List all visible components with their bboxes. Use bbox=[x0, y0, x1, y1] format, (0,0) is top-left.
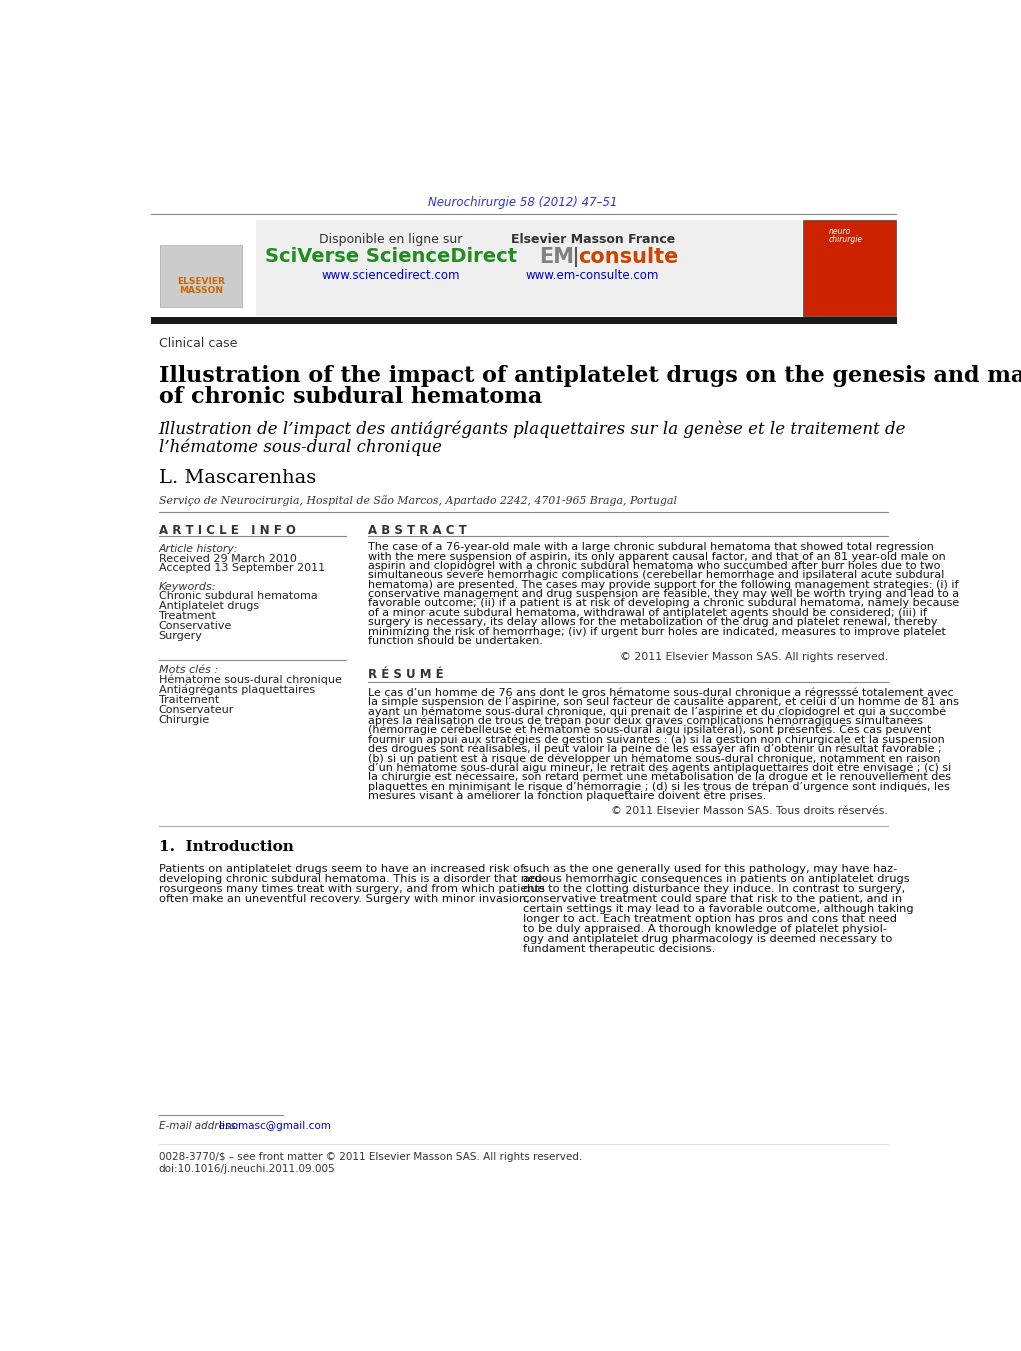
Text: Conservateur: Conservateur bbox=[158, 705, 234, 715]
Text: ardous hemorrhagic consequences in patients on antiplatelet drugs: ardous hemorrhagic consequences in patie… bbox=[523, 874, 910, 884]
Text: Le cas d’un homme de 76 ans dont le gros hématome sous-dural chronique a régress: Le cas d’un homme de 76 ans dont le gros… bbox=[368, 688, 954, 698]
Text: conservative management and drug suspension are feasible, they may well be worth: conservative management and drug suspens… bbox=[368, 589, 959, 598]
Text: Mots clés :: Mots clés : bbox=[158, 665, 217, 676]
Text: (b) si un patient est à risque de développer un hématome sous-dural chronique, n: (b) si un patient est à risque de dévelo… bbox=[368, 753, 940, 763]
Text: certain settings it may lead to a favorable outcome, although taking: certain settings it may lead to a favora… bbox=[523, 904, 914, 915]
Text: www.sciencedirect.com: www.sciencedirect.com bbox=[322, 269, 460, 282]
Text: surgery is necessary, its delay allows for the metabolization of the drug and pl: surgery is necessary, its delay allows f… bbox=[368, 617, 937, 627]
FancyBboxPatch shape bbox=[151, 220, 255, 316]
Text: d’un hématome sous-dural aigu mineur, le retrait des agents antiplaquettaires do: d’un hématome sous-dural aigu mineur, le… bbox=[368, 762, 952, 773]
Text: Chirurgie: Chirurgie bbox=[158, 715, 210, 724]
Text: Traitement: Traitement bbox=[158, 694, 218, 705]
Text: Antiágrégants plaquettaires: Antiágrégants plaquettaires bbox=[158, 684, 314, 694]
Text: such as the one generally used for this pathology, may have haz-: such as the one generally used for this … bbox=[523, 865, 897, 874]
Text: (hémorragie cérébelleuse et hématome sous-dural aigu ipsilatéral), sont présenté: (hémorragie cérébelleuse et hématome sou… bbox=[368, 725, 931, 735]
Text: of a minor acute subdural hematoma, withdrawal of antiplatelet agents should be : of a minor acute subdural hematoma, with… bbox=[368, 608, 927, 617]
Text: fournir un appui aux stratégies de gestion suivantes : (a) si la gestion non chi: fournir un appui aux stratégies de gesti… bbox=[368, 735, 944, 744]
Text: plaquettes en minimisant le risque d’hémorragie ; (d) si les trous de trépan d’u: plaquettes en minimisant le risque d’hém… bbox=[368, 781, 950, 792]
Text: E-mail address:: E-mail address: bbox=[158, 1121, 239, 1131]
Text: favorable outcome; (ii) if a patient is at risk of developing a chronic subdural: favorable outcome; (ii) if a patient is … bbox=[368, 598, 959, 608]
Text: Neurochirurgie 58 (2012) 47–51: Neurochirurgie 58 (2012) 47–51 bbox=[428, 196, 618, 208]
Text: © 2011 Elsevier Masson SAS. All rights reserved.: © 2011 Elsevier Masson SAS. All rights r… bbox=[620, 653, 888, 662]
Text: L. Mascarenhas: L. Mascarenhas bbox=[158, 469, 315, 486]
Text: la chirurgie est nécessaire, son retard permet une métabolisation de la drogue e: la chirurgie est nécessaire, son retard … bbox=[368, 771, 951, 782]
Text: EM: EM bbox=[539, 247, 574, 267]
Text: Patients on antiplatelet drugs seem to have an increased risk of: Patients on antiplatelet drugs seem to h… bbox=[158, 865, 524, 874]
Text: Serviço de Neurocirurgia, Hospital de São Marcos, Apartado 2242, 4701-965 Braga,: Serviço de Neurocirurgia, Hospital de Sã… bbox=[158, 496, 677, 507]
Text: l’hématome sous-dural chronique: l’hématome sous-dural chronique bbox=[158, 438, 442, 455]
Text: Hématome sous-dural chronique: Hématome sous-dural chronique bbox=[158, 674, 341, 685]
Text: Chronic subdural hematoma: Chronic subdural hematoma bbox=[158, 592, 318, 601]
FancyBboxPatch shape bbox=[151, 317, 897, 324]
Text: Antiplatelet drugs: Antiplatelet drugs bbox=[158, 601, 258, 612]
Text: doi:10.1016/j.neuchi.2011.09.005: doi:10.1016/j.neuchi.2011.09.005 bbox=[158, 1163, 335, 1174]
Text: Illustration of the impact of antiplatelet drugs on the genesis and management: Illustration of the impact of antiplatel… bbox=[158, 365, 1021, 388]
Text: function should be undertaken.: function should be undertaken. bbox=[368, 636, 543, 646]
Text: fundament therapeutic decisions.: fundament therapeutic decisions. bbox=[523, 944, 715, 954]
Text: Accepted 13 September 2011: Accepted 13 September 2011 bbox=[158, 563, 325, 573]
Text: Conservative: Conservative bbox=[158, 621, 232, 631]
Text: 0028-3770/$ – see front matter © 2011 Elsevier Masson SAS. All rights reserved.: 0028-3770/$ – see front matter © 2011 El… bbox=[158, 1152, 582, 1162]
Text: neuro: neuro bbox=[829, 227, 852, 236]
Text: mesures visant à améliorer la fonction plaquettaire doivent être prises.: mesures visant à améliorer la fonction p… bbox=[368, 790, 766, 801]
Text: minimizing the risk of hemorrhage; (iv) if urgent burr holes are indicated, meas: minimizing the risk of hemorrhage; (iv) … bbox=[368, 627, 945, 636]
Text: often make an uneventful recovery. Surgery with minor invasion,: often make an uneventful recovery. Surge… bbox=[158, 894, 530, 904]
Text: la simple suspension de l’aspirine, son seul facteur de causalité apparent, et c: la simple suspension de l’aspirine, son … bbox=[368, 697, 959, 708]
Text: due to the clotting disturbance they induce. In contrast to surgery,: due to the clotting disturbance they ind… bbox=[523, 884, 906, 894]
Text: 1.  Introduction: 1. Introduction bbox=[158, 840, 293, 854]
Text: MASSON: MASSON bbox=[180, 286, 224, 296]
FancyBboxPatch shape bbox=[151, 220, 801, 316]
Text: www.em-consulte.com: www.em-consulte.com bbox=[526, 269, 660, 282]
Text: A B S T R A C T: A B S T R A C T bbox=[368, 524, 467, 536]
Text: simultaneous severe hemorrhagic complications (cerebellar hemorrhage and ipsilat: simultaneous severe hemorrhagic complica… bbox=[368, 570, 944, 581]
Text: to be duly appraised. A thorough knowledge of platelet physiol-: to be duly appraised. A thorough knowled… bbox=[523, 924, 887, 934]
Text: après la réalisation de trous de trépan pour deux graves complications hémorragi: après la réalisation de trous de trépan … bbox=[368, 716, 923, 725]
Text: of chronic subdural hematoma: of chronic subdural hematoma bbox=[158, 386, 542, 408]
Text: Clinical case: Clinical case bbox=[158, 336, 237, 350]
Text: © 2011 Elsevier Masson SAS. Tous droits réservés.: © 2011 Elsevier Masson SAS. Tous droits … bbox=[612, 807, 888, 816]
Text: Illustration de l’impact des antiágrégants plaquettaires sur la genèse et le tr: Illustration de l’impact des antiágréga… bbox=[158, 420, 906, 438]
FancyBboxPatch shape bbox=[803, 220, 896, 316]
Text: Elsevier Masson France: Elsevier Masson France bbox=[510, 232, 675, 246]
Text: chirurgie: chirurgie bbox=[829, 235, 863, 243]
Text: longer to act. Each treatment option has pros and cons that need: longer to act. Each treatment option has… bbox=[523, 915, 896, 924]
Text: ogy and antiplatelet drug pharmacology is deemed necessary to: ogy and antiplatelet drug pharmacology i… bbox=[523, 934, 892, 944]
Text: SciVerse ScienceDirect: SciVerse ScienceDirect bbox=[265, 247, 518, 266]
Text: ayant un hématome sous-dural chronique, qui prenait de l’aspirine et du clopidog: ayant un hématome sous-dural chronique, … bbox=[368, 707, 946, 716]
FancyBboxPatch shape bbox=[160, 246, 242, 307]
Text: with the mere suspension of aspirin, its only apparent causal factor, and that o: with the mere suspension of aspirin, its… bbox=[368, 551, 945, 562]
Text: developing chronic subdural hematoma. This is a disorder that neu-: developing chronic subdural hematoma. Th… bbox=[158, 874, 546, 884]
Text: R É S U M É: R É S U M É bbox=[368, 669, 443, 681]
Text: Article history:: Article history: bbox=[158, 543, 238, 554]
Text: des drogues sont réalisables, il peut valoir la peine de les essayer afin d’obte: des drogues sont réalisables, il peut va… bbox=[368, 744, 941, 754]
Text: The case of a 76-year-old male with a large chronic subdural hematoma that showe: The case of a 76-year-old male with a la… bbox=[368, 542, 934, 553]
Text: Surgery: Surgery bbox=[158, 631, 202, 642]
Text: ELSEVIER: ELSEVIER bbox=[178, 277, 226, 286]
Text: consulte: consulte bbox=[578, 247, 678, 267]
Text: A R T I C L E   I N F O: A R T I C L E I N F O bbox=[158, 524, 295, 536]
Text: Received 29 March 2010: Received 29 March 2010 bbox=[158, 554, 296, 563]
Text: aspirin and clopidogrel with a chronic subdural hematoma who succumbed after bur: aspirin and clopidogrel with a chronic s… bbox=[368, 561, 940, 571]
Text: linomasc@gmail.com: linomasc@gmail.com bbox=[220, 1121, 331, 1131]
Text: conservative treatment could spare that risk to the patient, and in: conservative treatment could spare that … bbox=[523, 894, 902, 904]
Text: Treatment: Treatment bbox=[158, 612, 215, 621]
Text: rosurgeons many times treat with surgery, and from which patients: rosurgeons many times treat with surgery… bbox=[158, 884, 544, 894]
Text: Disponible en ligne sur: Disponible en ligne sur bbox=[320, 232, 463, 246]
Text: hematoma) are presented. The cases may provide support for the following managem: hematoma) are presented. The cases may p… bbox=[368, 580, 959, 589]
Text: Keywords:: Keywords: bbox=[158, 582, 216, 592]
